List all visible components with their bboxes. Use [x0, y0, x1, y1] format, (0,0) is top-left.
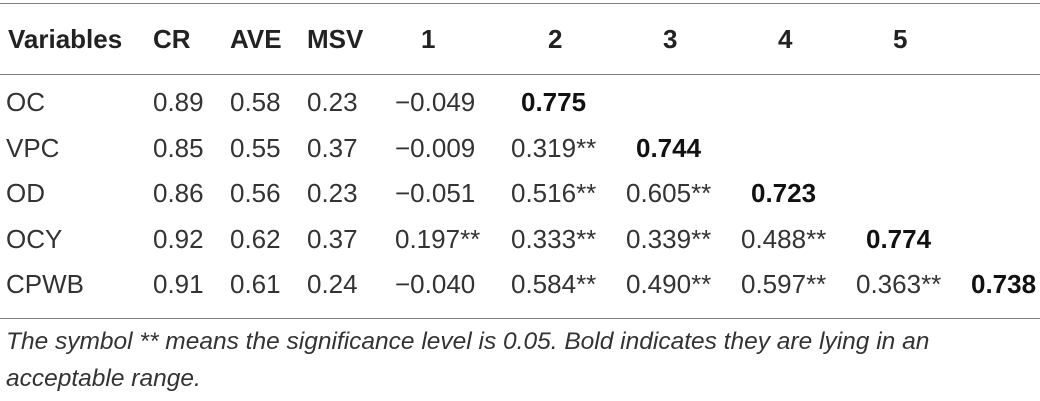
- header-col-3: 3: [663, 23, 678, 54]
- cell-cr: 0.85: [153, 132, 204, 163]
- bottom-rule: [0, 318, 1040, 319]
- cell-ave: 0.58: [230, 87, 281, 118]
- header-row: Variables CR AVE MSV 1 2 3 4 5: [0, 0, 1040, 76]
- cell-col-5: 0.774: [866, 223, 932, 254]
- header-ave: AVE: [230, 23, 282, 54]
- cell-col-5: 0.363**: [856, 269, 942, 300]
- top-rule: [0, 3, 1040, 4]
- cell-col-2: 0.319**: [511, 132, 597, 163]
- cell-col-1: 0.197**: [395, 223, 481, 254]
- cell-col-3: 0.605**: [626, 178, 712, 209]
- cell-col-5: [856, 171, 971, 217]
- cell-col-6: [971, 217, 1040, 263]
- table-row: OCY 0.92 0.62 0.37 0.197** 0.333** 0.339…: [0, 217, 1040, 263]
- cell-msv: 0.24: [307, 269, 358, 300]
- cell-ave: 0.61: [230, 269, 281, 300]
- cell-msv: 0.23: [307, 87, 358, 118]
- cell-col-4: 0.488**: [741, 223, 827, 254]
- cell-col-4: [741, 76, 856, 126]
- cell-col-4: 0.723: [751, 178, 817, 209]
- header-variables: Variables: [8, 23, 123, 54]
- header-col-6: [971, 0, 1040, 76]
- cell-col-1: −0.040: [395, 269, 476, 300]
- cell-col-2: 0.333**: [511, 223, 597, 254]
- correlation-table: Variables CR AVE MSV 1 2 3 4 5 OC 0.89 0…: [0, 0, 1040, 308]
- row-label: OC: [6, 87, 45, 118]
- table-row: CPWB 0.91 0.61 0.24 −0.040 0.584** 0.490…: [0, 262, 1040, 308]
- cell-cr: 0.89: [153, 87, 204, 118]
- header-cr: CR: [153, 23, 191, 54]
- cell-col-3: 0.339**: [626, 223, 712, 254]
- cell-msv: 0.23: [307, 178, 358, 209]
- row-label: OD: [6, 178, 45, 209]
- cell-col-6: [971, 171, 1040, 217]
- cell-msv: 0.37: [307, 132, 358, 163]
- cell-col-6: [971, 76, 1040, 126]
- cell-cr: 0.92: [153, 223, 204, 254]
- table-footnote: The symbol ** means the significance lev…: [6, 328, 930, 392]
- cell-col-5: [856, 126, 971, 172]
- cell-col-4: [741, 126, 856, 172]
- cell-col-6: 0.738: [971, 269, 1037, 300]
- row-label: VPC: [6, 132, 60, 163]
- row-label: CPWB: [6, 269, 84, 300]
- cell-col-3: 0.744: [636, 132, 702, 163]
- cell-col-5: [856, 76, 971, 126]
- cell-ave: 0.55: [230, 132, 281, 163]
- table-row: OD 0.86 0.56 0.23 −0.051 0.516** 0.605**…: [0, 171, 1040, 217]
- header-col-2: 2: [548, 23, 563, 54]
- header-col-5: 5: [893, 23, 908, 54]
- cell-col-1: −0.009: [395, 132, 476, 163]
- header-msv: MSV: [307, 23, 364, 54]
- cell-col-6: [971, 126, 1040, 172]
- cell-col-2: 0.584**: [511, 269, 597, 300]
- cell-cr: 0.91: [153, 269, 204, 300]
- cell-msv: 0.37: [307, 223, 358, 254]
- table-row: VPC 0.85 0.55 0.37 −0.009 0.319** 0.744: [0, 126, 1040, 172]
- cell-ave: 0.56: [230, 178, 281, 209]
- table-row: OC 0.89 0.58 0.23 −0.049 0.775: [0, 76, 1040, 126]
- cell-col-1: −0.049: [395, 87, 476, 118]
- cell-ave: 0.62: [230, 223, 281, 254]
- cell-col-3: [626, 76, 741, 126]
- cell-col-3: 0.490**: [626, 269, 712, 300]
- header-rule: [0, 74, 1040, 75]
- header-col-4: 4: [778, 23, 793, 54]
- cell-col-2: 0.775: [521, 87, 587, 118]
- header-col-1: 1: [421, 23, 436, 54]
- row-label: OCY: [6, 223, 63, 254]
- cell-col-1: −0.051: [395, 178, 476, 209]
- cell-cr: 0.86: [153, 178, 204, 209]
- cell-col-4: 0.597**: [741, 269, 827, 300]
- cell-col-2: 0.516**: [511, 178, 597, 209]
